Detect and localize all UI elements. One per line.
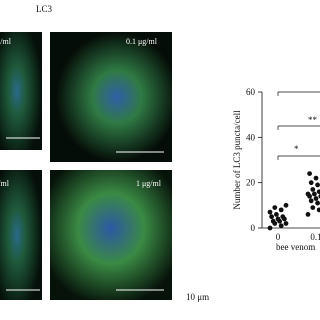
panel-label: 0 μg/ml <box>0 37 12 46</box>
chart: Number of LC3 puncta/cell bee venom ** *… <box>232 87 320 252</box>
data-point <box>267 209 273 215</box>
micrograph <box>0 170 42 300</box>
data-point <box>267 225 273 231</box>
significance-label: * <box>294 144 299 154</box>
data-point <box>315 182 320 188</box>
data-point <box>275 216 281 222</box>
x-axis-label: bee venom <box>276 242 315 252</box>
data-point <box>280 214 286 220</box>
x-tick-label: 0 <box>276 232 281 242</box>
micrograph <box>50 32 172 162</box>
data-point <box>316 207 320 213</box>
y-axis-label: Number of LC3 puncta/cell <box>232 110 242 210</box>
data-point <box>305 191 311 197</box>
data-point <box>270 218 276 224</box>
data-point <box>316 189 320 195</box>
data-point <box>283 221 289 226</box>
micrograph <box>0 32 42 150</box>
significance-label: ** <box>308 115 318 125</box>
data-point <box>308 180 314 186</box>
data-point <box>278 207 284 213</box>
data-point <box>278 223 284 229</box>
data-point <box>307 171 312 177</box>
y-tick-label: 20 <box>246 178 256 188</box>
y-tick-label: 40 <box>246 132 256 142</box>
x-tick-label: 0.1 <box>310 232 320 242</box>
data-point <box>305 212 311 217</box>
data-point <box>315 200 320 206</box>
panel-label: 0.5 μg/ml <box>0 179 10 188</box>
data-point <box>272 205 278 211</box>
stain-label: LC3 <box>36 4 53 14</box>
data-point <box>269 214 274 220</box>
data-point <box>310 187 316 192</box>
panel-label: 0.1 μg/ml <box>126 37 158 46</box>
data-point <box>312 191 317 197</box>
data-point <box>313 196 319 201</box>
y-tick-label: 0 <box>251 223 256 233</box>
data-point <box>283 202 289 208</box>
y-tick-label: 60 <box>246 87 256 97</box>
scale-label: 10 μm <box>186 292 209 302</box>
data-point <box>310 205 316 211</box>
data-point <box>308 198 314 204</box>
micrograph <box>50 170 172 300</box>
data-point <box>313 175 319 181</box>
data-point <box>274 212 279 217</box>
panel-label: 1 μg/ml <box>136 179 162 188</box>
